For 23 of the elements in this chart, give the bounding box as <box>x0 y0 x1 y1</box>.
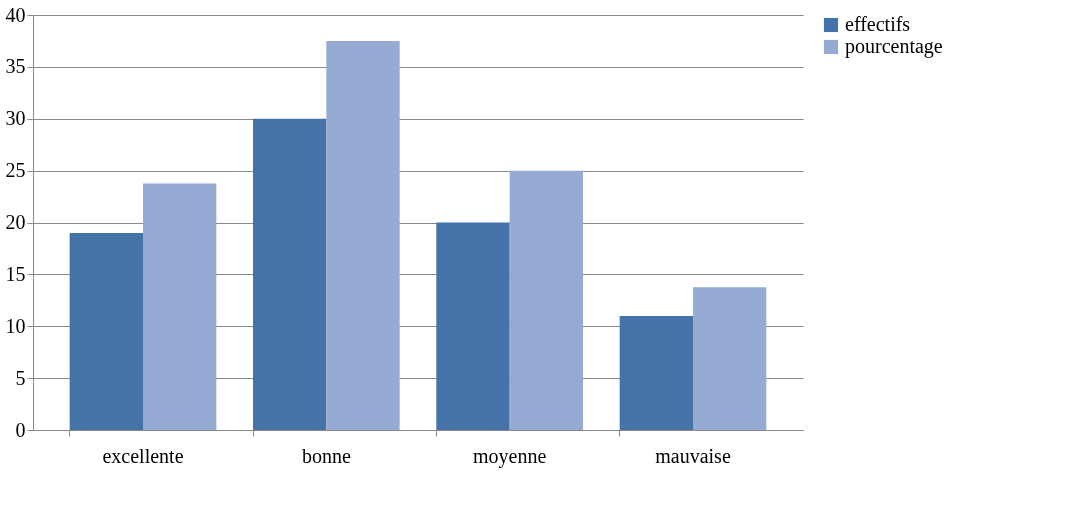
bar <box>253 118 327 430</box>
legend-label: effectifs <box>845 13 911 35</box>
x-tick-label: mauvaise <box>655 444 731 467</box>
y-tick-label: 40 <box>5 3 26 26</box>
bar <box>436 222 510 430</box>
y-tick-label: 15 <box>5 262 26 285</box>
legend-label: pourcentage <box>845 35 943 58</box>
y-tick-label: 20 <box>5 211 26 233</box>
y-tick-label: 25 <box>5 159 26 182</box>
x-tick-label: excellente <box>102 444 184 467</box>
bar <box>693 287 767 430</box>
x-tick-label: moyenne <box>473 444 547 468</box>
y-tick-label: 5 <box>15 366 26 389</box>
bar <box>619 315 693 430</box>
y-tick-label: 30 <box>5 107 26 130</box>
y-tick-label: 0 <box>15 418 26 441</box>
bar <box>143 183 217 430</box>
y-tick-label: 35 <box>5 55 26 78</box>
bar <box>69 232 143 430</box>
x-tick-label: bonne <box>301 444 351 467</box>
bar <box>509 170 583 430</box>
y-tick-label: 10 <box>5 314 26 337</box>
bar <box>326 40 400 430</box>
